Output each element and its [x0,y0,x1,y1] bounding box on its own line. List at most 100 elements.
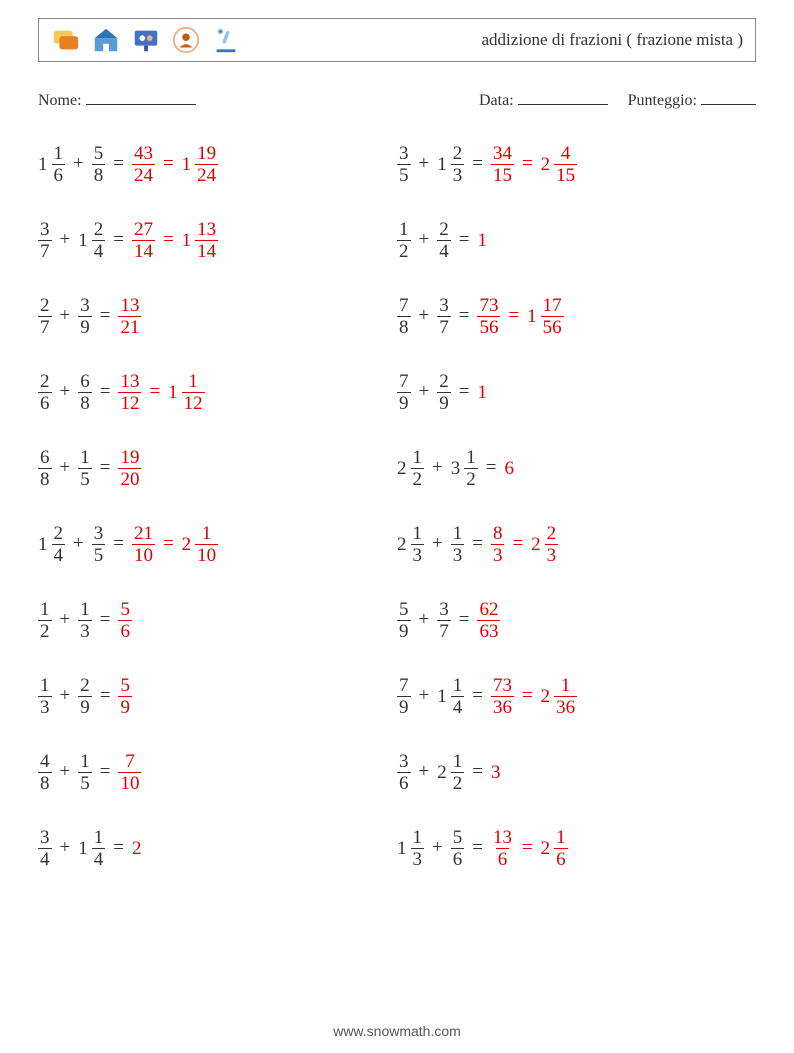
numerator: 4 [38,752,52,772]
plus-operator: + [415,153,434,175]
fraction: 110 [195,524,218,565]
name-label: Nome: [38,92,82,109]
denominator: 5 [397,164,411,185]
denominator: 9 [397,696,411,717]
problem-cell: 37+124=2714=11314 [38,216,397,264]
equals-operator: = [96,685,115,707]
denominator: 20 [118,468,141,489]
denominator: 3 [411,544,425,565]
denominator: 3 [451,164,465,185]
answer-term: 1920 [118,448,141,489]
fraction: 6263 [477,600,500,641]
equals-operator: = [96,381,115,403]
numerator: 21 [132,524,155,544]
numerator: 1 [38,600,52,620]
numerator: 1 [411,828,425,848]
fraction: 79 [397,372,411,413]
denominator: 4 [52,544,66,565]
name-blank[interactable] [86,90,196,105]
header-icons [51,25,241,55]
term: 26 [38,372,52,413]
equation: 34+114=2 [38,828,141,869]
score-blank[interactable] [701,90,756,105]
term: 123 [437,144,464,185]
plus-operator: + [415,381,434,403]
numerator: 19 [195,144,218,164]
answer-term: 83 [491,524,505,565]
date-blank[interactable] [518,90,608,105]
fraction: 3415 [491,144,514,185]
name-field: Nome: [38,90,479,110]
fraction: 37 [437,296,451,337]
fraction: 13 [38,676,52,717]
answer-term: 1112 [168,372,205,413]
numerator: 6 [78,372,92,392]
fraction: 26 [38,372,52,413]
term: 34 [38,828,52,869]
equals-operator: = [508,533,527,555]
answer-term: 11314 [182,220,219,261]
answer-term: 2110 [132,524,155,565]
fraction: 7336 [491,676,514,717]
fraction: 59 [118,676,132,717]
denominator: 6 [397,772,411,793]
numerator: 27 [132,220,155,240]
fraction: 56 [118,600,132,641]
numerator: 3 [38,828,52,848]
problem-row: 124+35=2110=2110213+13=83=223 [38,520,756,568]
term: 29 [78,676,92,717]
denominator: 36 [491,696,514,717]
answer-term: 3415 [491,144,514,185]
whole-part: 1 [437,687,447,706]
numerator: 2 [78,676,92,696]
plus-operator: + [69,533,88,555]
term: 24 [437,220,451,261]
whole-part: 1 [437,155,447,174]
numerator: 3 [437,600,451,620]
denominator: 21 [118,316,141,337]
equation: 213+13=83=223 [397,524,558,565]
denominator: 36 [554,696,577,717]
numerator: 8 [491,524,505,544]
denominator: 24 [132,164,155,185]
term: 29 [437,372,451,413]
fraction: 37 [38,220,52,261]
plus-operator: + [428,533,447,555]
whole-part: 1 [78,839,88,858]
equation: 12+24=1 [397,220,487,261]
answer-term: 6263 [477,600,500,641]
whole-part: 3 [451,459,461,478]
problem-row: 34+114=2113+56=136=216 [38,824,756,872]
numerator: 1 [451,752,465,772]
numerator: 7 [397,296,411,316]
fraction: 14 [92,828,106,869]
term: 68 [78,372,92,413]
fraction: 12 [464,448,478,489]
term: 124 [38,524,65,565]
fraction: 1924 [195,144,218,185]
fraction: 24 [437,220,451,261]
numerator: 7 [123,752,137,772]
fraction: 35 [397,144,411,185]
term: 56 [451,828,465,869]
numerator: 62 [477,600,500,620]
denominator: 15 [554,164,577,185]
plus-operator: + [56,609,75,631]
equation: 78+37=7356=11756 [397,296,564,337]
fraction: 12 [451,752,465,793]
whole-part: 2 [531,535,541,554]
equals-operator: = [468,685,487,707]
problem-cell: 26+68=1312=1112 [38,368,397,416]
numerator: 5 [118,600,132,620]
numerator: 13 [195,220,218,240]
answer-term: 2415 [541,144,578,185]
answer-term: 56 [118,600,132,641]
denominator: 5 [78,468,92,489]
fraction: 1321 [118,296,141,337]
numerator: 4 [559,144,573,164]
fraction: 710 [118,752,141,793]
problem-row: 12+13=5659+37=6263 [38,596,756,644]
denominator: 8 [38,772,52,793]
problem-cell: 212+312=6 [397,444,756,492]
equals-operator: = [96,761,115,783]
